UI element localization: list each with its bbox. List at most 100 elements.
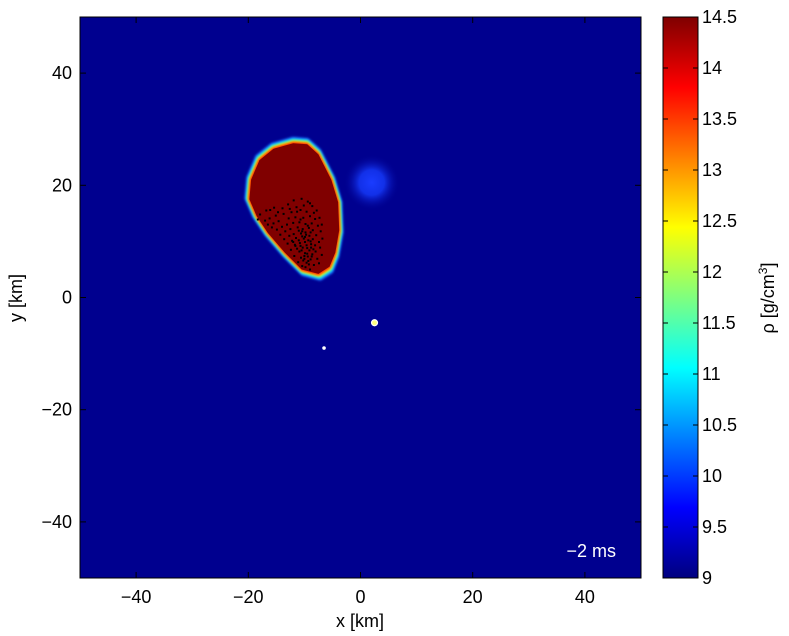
scatter-point <box>272 222 275 225</box>
scatter-point <box>318 216 321 219</box>
scatter-point <box>293 255 296 257</box>
scatter-point <box>307 239 310 242</box>
scatter-point <box>309 202 311 205</box>
scatter-point <box>283 238 286 241</box>
scatter-point <box>277 220 280 223</box>
colorbar-label-exp: 3 <box>756 267 770 274</box>
time-annotation: −2 ms <box>566 541 616 561</box>
scatter-point <box>289 248 292 251</box>
scatter-point <box>301 228 304 231</box>
scatter-point <box>309 215 311 218</box>
scatter-point <box>256 218 259 221</box>
scatter-point <box>305 233 308 236</box>
x-tick-label: 0 <box>355 587 365 607</box>
scatter-point <box>279 233 282 236</box>
scatter-point <box>301 265 304 268</box>
x-axis-ticks: −40 −20 0 20 40 <box>121 17 595 607</box>
scatter-point <box>306 255 309 258</box>
x-tick-label: 20 <box>463 587 483 607</box>
scatter-point <box>318 262 320 265</box>
scatter-point <box>298 221 301 224</box>
x-axis-label: x [km] <box>336 611 384 631</box>
scatter-point <box>301 246 304 249</box>
scatter-point <box>265 209 268 212</box>
colorbar-tick-label: 10.5 <box>702 415 737 435</box>
colorbar-label-end: ] <box>758 263 778 268</box>
scatter-point <box>301 235 304 238</box>
scatter-point <box>312 264 315 266</box>
scatter-point <box>299 209 302 211</box>
plot-background <box>80 17 641 578</box>
dense-blob <box>244 136 344 281</box>
scatter-point <box>305 261 308 264</box>
scatter-point <box>302 204 305 207</box>
scatter-point <box>266 223 269 226</box>
colorbar-tick-label: 9.5 <box>702 517 727 537</box>
scatter-point <box>311 238 314 241</box>
scatter-point <box>292 221 295 224</box>
scatter-point <box>319 230 322 233</box>
x-tick-label: −40 <box>121 587 152 607</box>
scatter-point <box>319 246 322 249</box>
scatter-point <box>295 206 298 209</box>
y-tick-label: −20 <box>41 400 72 420</box>
colorbar-label-base: ρ [g/cm <box>758 274 778 333</box>
scatter-point <box>304 266 307 269</box>
scatter-point <box>275 228 278 231</box>
scatter-point <box>306 252 309 255</box>
scatter-point <box>300 249 303 252</box>
scatter-point <box>318 241 320 243</box>
colorbar-tick-label: 12 <box>702 262 722 282</box>
scatter-point <box>316 224 319 227</box>
scatter-point <box>259 213 262 216</box>
scatter-point <box>277 211 279 214</box>
scatter-point <box>303 257 306 260</box>
scatter-point <box>298 242 301 245</box>
scatter-point <box>301 230 304 233</box>
colorbar-tick-label: 9 <box>702 568 712 588</box>
small-dot-white <box>370 319 379 327</box>
scatter-point <box>310 246 313 249</box>
scatter-point <box>264 219 267 222</box>
scatter-point <box>299 218 302 221</box>
small-dot-blue <box>322 346 326 350</box>
scatter-point <box>289 228 292 231</box>
scatter-point <box>274 214 277 217</box>
scatter-point <box>320 253 323 256</box>
scatter-point <box>281 225 283 228</box>
scatter-point <box>306 224 309 227</box>
colorbar-tick-label: 11 <box>702 364 721 384</box>
scatter-point <box>284 230 287 233</box>
scatter-point <box>304 241 306 243</box>
scatter-point <box>304 231 307 234</box>
scatter-point <box>308 234 311 237</box>
scatter-point <box>307 263 310 266</box>
y-axis-label: y [km] <box>6 274 26 322</box>
scatter-point <box>304 235 306 238</box>
scatter-point <box>297 239 300 242</box>
scatter-point <box>297 261 300 264</box>
colorbar: 9 9.5 10 10.5 11 11.5 12 12.5 13 13.5 14 14.5 ρ [g/… <box>662 7 778 588</box>
scatter-point <box>292 233 295 236</box>
scatter-point <box>300 197 303 200</box>
scatter-point <box>312 211 315 214</box>
scatter-point <box>314 244 317 247</box>
scatter-point <box>302 237 305 240</box>
scatter-point <box>295 237 297 239</box>
scatter-point <box>310 243 313 246</box>
scatter-point <box>305 244 308 247</box>
scatter-point <box>315 209 318 212</box>
scatter-point <box>299 244 302 247</box>
scatter-point <box>294 244 297 247</box>
scatter-point <box>282 212 285 215</box>
dense-blob-layer <box>249 143 340 274</box>
scatter-point <box>302 259 305 262</box>
scatter-point <box>268 217 271 220</box>
scatter-point <box>309 240 312 243</box>
scatter-point <box>297 229 300 232</box>
y-axis-ticks: −40 −20 0 20 40 <box>41 63 641 532</box>
scatter-point <box>281 207 284 210</box>
scatter-point <box>296 226 299 229</box>
scatter-point <box>312 248 315 251</box>
